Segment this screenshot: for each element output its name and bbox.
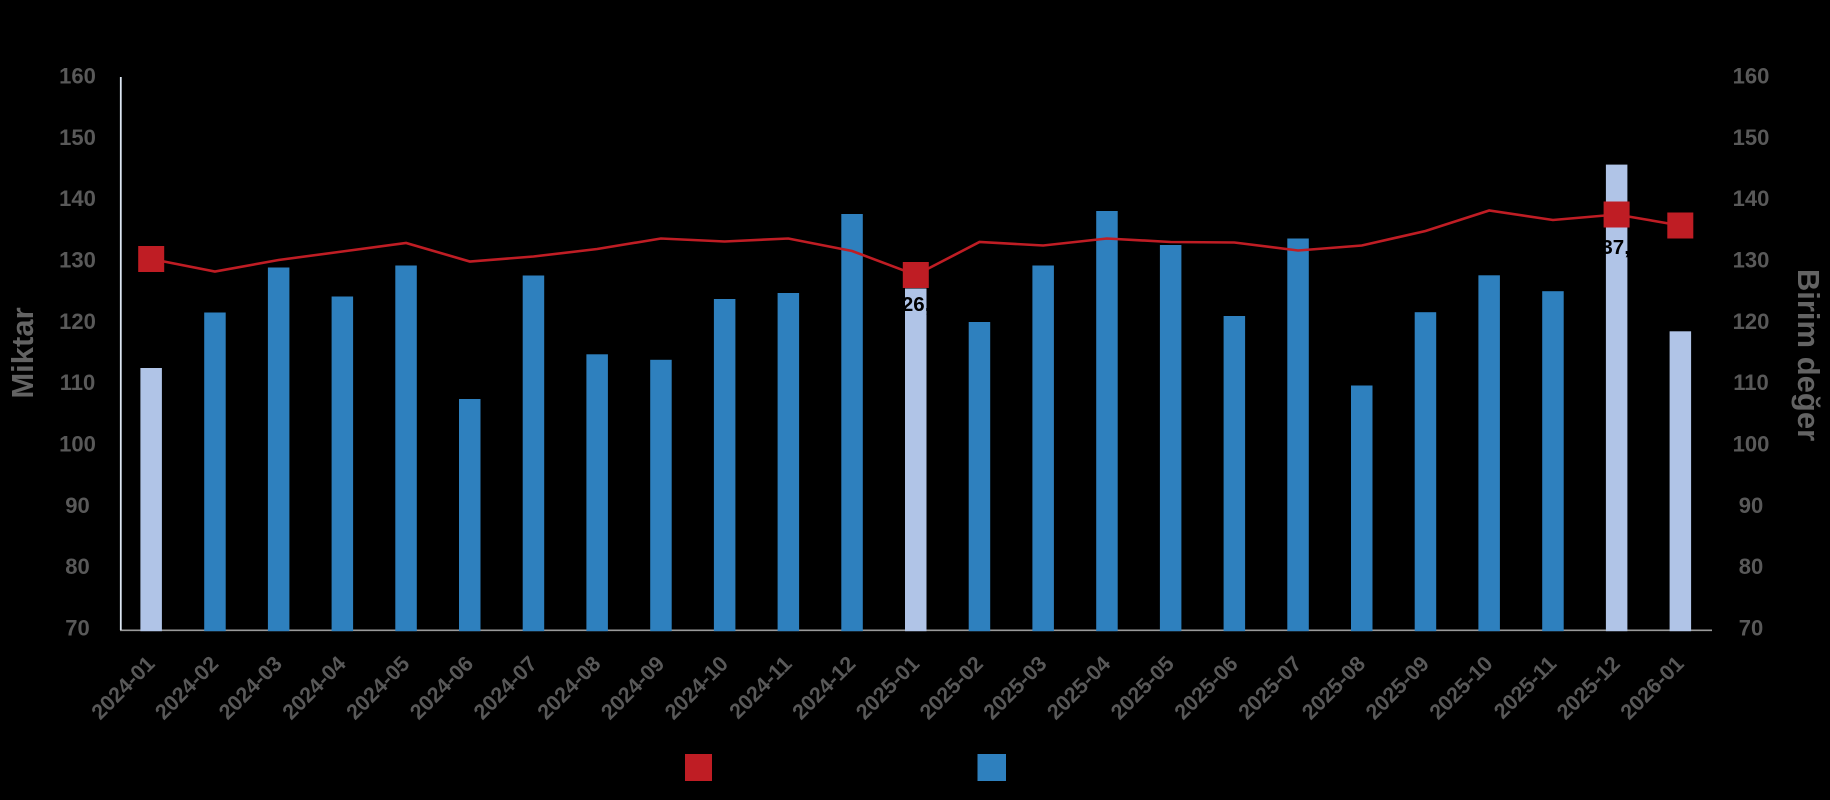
svg-text:126,8: 126,8 xyxy=(891,293,942,316)
svg-text:140: 140 xyxy=(59,186,96,211)
svg-text:90: 90 xyxy=(65,493,89,518)
svg-text:160: 160 xyxy=(59,64,96,89)
svg-text:100: 100 xyxy=(1733,432,1770,457)
svg-text:Miktar: Miktar xyxy=(5,307,40,398)
svg-text:150: 150 xyxy=(59,125,96,150)
svg-text:150: 150 xyxy=(1733,125,1770,150)
svg-text:70: 70 xyxy=(65,616,89,641)
svg-text:100: 100 xyxy=(59,432,96,457)
svg-text:90: 90 xyxy=(1739,493,1763,518)
svg-text:Miktar: Miktar xyxy=(1015,757,1077,780)
svg-text:80: 80 xyxy=(1739,554,1763,579)
svg-text:130: 130 xyxy=(1733,248,1770,273)
svg-text:120: 120 xyxy=(1733,309,1770,334)
svg-text:130: 130 xyxy=(59,248,96,273)
svg-text:110: 110 xyxy=(1733,370,1769,395)
svg-text:Birim değer: Birim değer xyxy=(1791,269,1826,441)
svg-text:140: 140 xyxy=(1733,186,1770,211)
svg-text:80: 80 xyxy=(65,554,89,579)
svg-text:120: 120 xyxy=(59,309,96,334)
svg-text:70: 70 xyxy=(1739,616,1763,641)
svg-text:137,2: 137,2 xyxy=(1590,236,1641,259)
svg-text:160: 160 xyxy=(1733,64,1770,89)
svg-text:110: 110 xyxy=(60,370,96,395)
svg-text:Birim değer: Birim değer xyxy=(722,757,839,780)
